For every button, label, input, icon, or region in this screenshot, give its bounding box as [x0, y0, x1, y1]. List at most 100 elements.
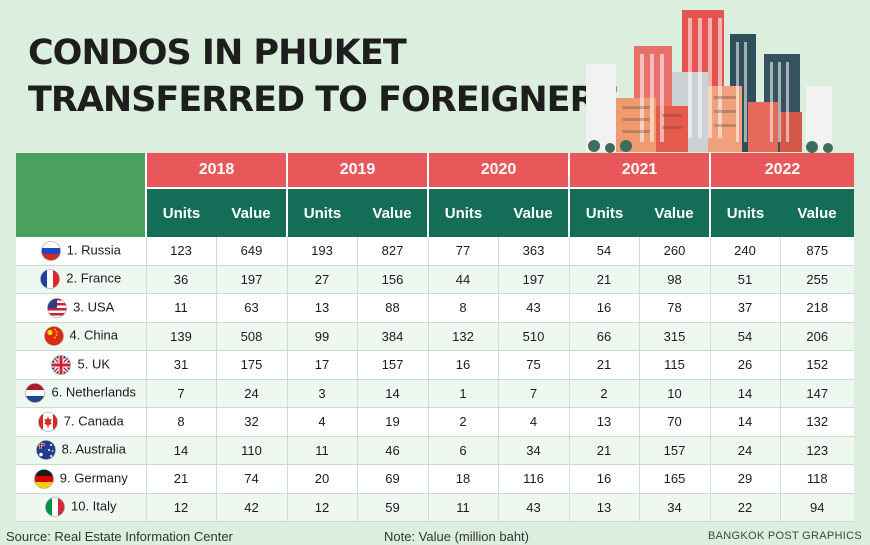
units-cell: 132	[427, 322, 498, 351]
value-cell: 116	[497, 464, 569, 494]
value-cell: 10	[638, 379, 710, 408]
year-header-2020: 2020	[427, 153, 569, 188]
value-cell: 363	[497, 237, 569, 266]
country-label: 8. Australia	[61, 441, 126, 457]
country-label: 1. Russia	[66, 242, 121, 258]
year-header-2021: 2021	[568, 153, 710, 188]
units-cell: 21	[145, 464, 216, 494]
value-cell: 197	[497, 265, 569, 294]
table-row: 5. UK 31 175 17 157 16 75 21 115 26 152	[16, 350, 854, 380]
units-cell: 54	[568, 237, 639, 266]
value-cell: 78	[638, 293, 710, 323]
table-row: 4. China 139 508 99 384 132 510 66 315 54 206	[16, 322, 854, 351]
units-cell: 1	[427, 379, 498, 408]
value-cell: 255	[779, 265, 854, 294]
country-label: 6. Netherlands	[51, 384, 137, 400]
value-cell: 63	[215, 293, 287, 323]
australia-flag-icon	[35, 440, 56, 461]
value-cell: 43	[497, 293, 569, 323]
units-cell: 21	[568, 436, 639, 465]
units-cell: 31	[145, 350, 216, 380]
netherlands-flag-icon	[25, 383, 46, 404]
title-line-1: CONDOS IN PHUKET	[28, 33, 407, 73]
china-flag-icon	[43, 326, 64, 347]
year-header-2018: 2018	[145, 153, 287, 188]
country-cell: 3. USA	[16, 293, 146, 323]
value-cell: 46	[356, 436, 428, 465]
units-cell: 11	[427, 493, 498, 522]
country-label: 4. China	[69, 327, 118, 343]
uk-flag-icon	[51, 354, 72, 375]
value-cell: 43	[497, 493, 569, 522]
units-cell: 8	[427, 293, 498, 323]
units-cell: 54	[709, 322, 780, 351]
units-cell: 24	[709, 436, 780, 465]
units-header: Units	[568, 187, 639, 237]
units-cell: 29	[709, 464, 780, 494]
value-cell: 34	[638, 493, 710, 522]
units-cell: 16	[568, 293, 639, 323]
units-cell: 7	[145, 379, 216, 408]
year-header-2022: 2022	[709, 153, 854, 188]
country-label: 3. USA	[73, 299, 115, 315]
units-cell: 4	[286, 407, 357, 437]
value-cell: 7	[497, 379, 569, 408]
value-cell: 74	[215, 464, 287, 494]
table-row: 6. Netherlands 7 24 3 14 1 7 2 10 14 147	[16, 379, 854, 408]
usa-flag-icon	[47, 297, 67, 318]
units-cell: 12	[286, 493, 357, 522]
value-cell: 115	[638, 350, 710, 380]
units-header: Units	[145, 187, 216, 237]
value-cell: 110	[215, 436, 287, 465]
value-header: Value	[780, 187, 854, 237]
country-cell: 10. Italy	[16, 493, 146, 522]
value-cell: 59	[356, 493, 428, 522]
value-cell: 123	[779, 436, 854, 465]
units-header: Units	[427, 187, 498, 237]
units-cell: 11	[145, 293, 216, 323]
units-cell: 2	[427, 407, 498, 437]
value-cell: 156	[356, 265, 428, 294]
units-cell: 11	[286, 436, 357, 465]
value-cell: 14	[356, 379, 428, 408]
units-cell: 21	[568, 350, 639, 380]
russia-flag-icon	[40, 240, 61, 261]
country-label: 5. UK	[77, 356, 110, 372]
page-title: CONDOS IN PHUKET TRANSFERRED TO FOREIGNE…	[28, 30, 621, 124]
units-cell: 13	[568, 493, 639, 522]
value-cell: 32	[215, 407, 287, 437]
value-cell: 218	[779, 293, 854, 323]
units-cell: 17	[286, 350, 357, 380]
value-cell: 70	[638, 407, 710, 437]
value-cell: 260	[638, 237, 710, 266]
value-cell: 165	[638, 464, 710, 494]
units-cell: 13	[286, 293, 357, 323]
table-row: 1. Russia 123 649 193 827 77 363 54 260 240 875	[16, 237, 854, 266]
value-cell: 34	[497, 436, 569, 465]
value-cell: 118	[779, 464, 854, 494]
value-cell: 88	[356, 293, 428, 323]
value-cell: 147	[779, 379, 854, 408]
table-corner	[16, 153, 146, 237]
units-cell: 66	[568, 322, 639, 351]
value-cell: 197	[215, 265, 287, 294]
units-cell: 27	[286, 265, 357, 294]
country-label: 10. Italy	[70, 498, 117, 514]
france-flag-icon	[40, 269, 61, 290]
year-header-2019: 2019	[286, 153, 428, 188]
value-cell: 649	[215, 237, 287, 266]
units-cell: 193	[286, 237, 357, 266]
units-cell: 16	[427, 350, 498, 380]
value-cell: 152	[779, 350, 854, 380]
units-cell: 12	[145, 493, 216, 522]
value-cell: 69	[356, 464, 428, 494]
title-line-2: TRANSFERRED TO FOREIGNERS	[28, 80, 621, 120]
table-body: 1. Russia 123 649 193 827 77 363 54 260 240 875 2. …	[16, 237, 854, 522]
units-cell: 18	[427, 464, 498, 494]
value-header: Value	[357, 187, 428, 237]
units-cell: 26	[709, 350, 780, 380]
units-header: Units	[286, 187, 357, 237]
value-cell: 4	[497, 407, 569, 437]
value-cell: 42	[215, 493, 287, 522]
value-cell: 384	[356, 322, 428, 351]
